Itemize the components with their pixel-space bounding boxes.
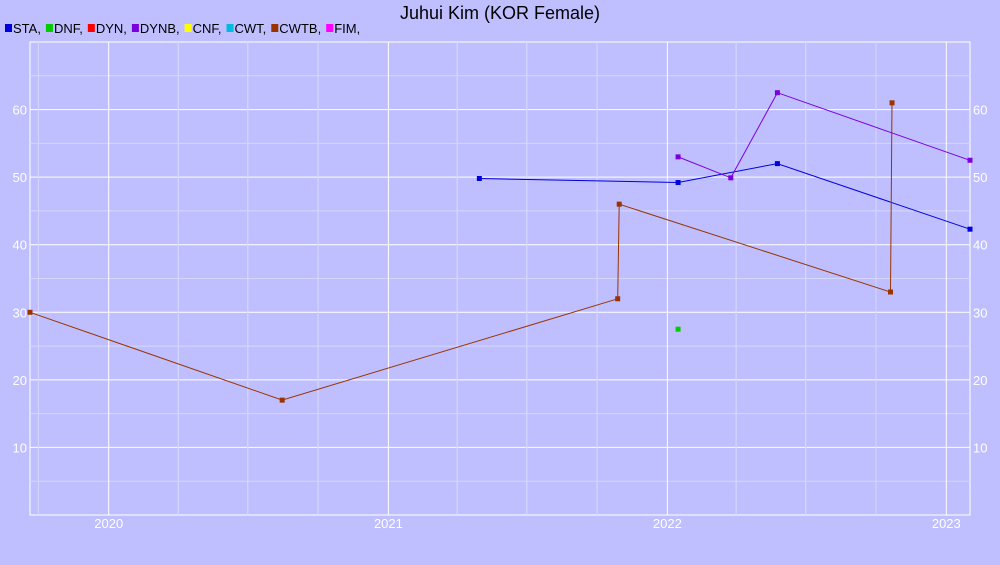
series-line bbox=[479, 163, 971, 230]
series-layer bbox=[27, 90, 973, 403]
legend-label: CWTB, bbox=[279, 21, 321, 36]
y-tick-label-right: 50 bbox=[973, 170, 987, 185]
y-tick-label: 60 bbox=[13, 103, 27, 118]
series-line bbox=[677, 92, 971, 179]
legend-label: DYNB, bbox=[140, 21, 180, 36]
data-point bbox=[889, 100, 895, 106]
legend-swatch bbox=[271, 24, 279, 32]
y-tick-label-right: 20 bbox=[973, 373, 987, 388]
legend-label: DNF, bbox=[54, 21, 83, 36]
legend-label: DYN, bbox=[96, 21, 127, 36]
series-cwtb bbox=[27, 100, 895, 403]
data-point bbox=[27, 309, 33, 315]
x-tick-label: 2023 bbox=[932, 516, 961, 531]
legend-label: CNF, bbox=[193, 21, 222, 36]
data-point bbox=[476, 175, 482, 181]
y-tick-label: 30 bbox=[13, 305, 27, 320]
y-tick-label-right: 30 bbox=[973, 305, 987, 320]
legend-label: CWT, bbox=[235, 21, 267, 36]
data-point bbox=[774, 90, 780, 96]
y-tick-label-right: 10 bbox=[973, 440, 987, 455]
data-point bbox=[675, 154, 681, 160]
data-point bbox=[728, 175, 734, 181]
grid bbox=[30, 42, 970, 515]
series-dnf bbox=[675, 326, 681, 332]
data-point bbox=[616, 201, 622, 207]
legend-swatch bbox=[226, 24, 234, 32]
data-point bbox=[774, 161, 780, 167]
legend: STA, DNF, DYN, DYNB, CNF, CWT, CWTB, FIM, bbox=[5, 21, 360, 36]
legend-swatch bbox=[184, 24, 192, 32]
legend-swatch bbox=[5, 24, 12, 32]
x-tick-label: 2022 bbox=[653, 516, 682, 531]
legend-label: FIM, bbox=[334, 21, 360, 36]
data-point bbox=[967, 226, 973, 232]
x-tick-label: 2021 bbox=[374, 516, 403, 531]
legend-swatch bbox=[326, 24, 334, 32]
legend-swatch bbox=[45, 24, 53, 32]
chart-title: Juhui Kim (KOR Female) bbox=[400, 3, 600, 23]
series-line bbox=[29, 102, 893, 401]
y-tick-label: 10 bbox=[13, 440, 27, 455]
series-sta bbox=[476, 161, 973, 232]
data-point bbox=[888, 289, 894, 295]
legend-swatch bbox=[87, 24, 95, 32]
data-point bbox=[675, 326, 681, 332]
series-dynb bbox=[675, 90, 973, 181]
y-tick-label-right: 40 bbox=[973, 238, 987, 253]
x-tick-label: 2020 bbox=[94, 516, 123, 531]
y-tick-label: 20 bbox=[13, 373, 27, 388]
data-point bbox=[967, 157, 973, 163]
legend-label: STA, bbox=[13, 21, 41, 36]
legend-swatch bbox=[131, 24, 139, 32]
y-tick-label: 50 bbox=[13, 170, 27, 185]
data-point bbox=[675, 180, 681, 186]
y-tick-label-right: 60 bbox=[973, 103, 987, 118]
data-point bbox=[279, 397, 285, 403]
y-tick-label: 40 bbox=[13, 238, 27, 253]
data-point bbox=[615, 296, 621, 302]
